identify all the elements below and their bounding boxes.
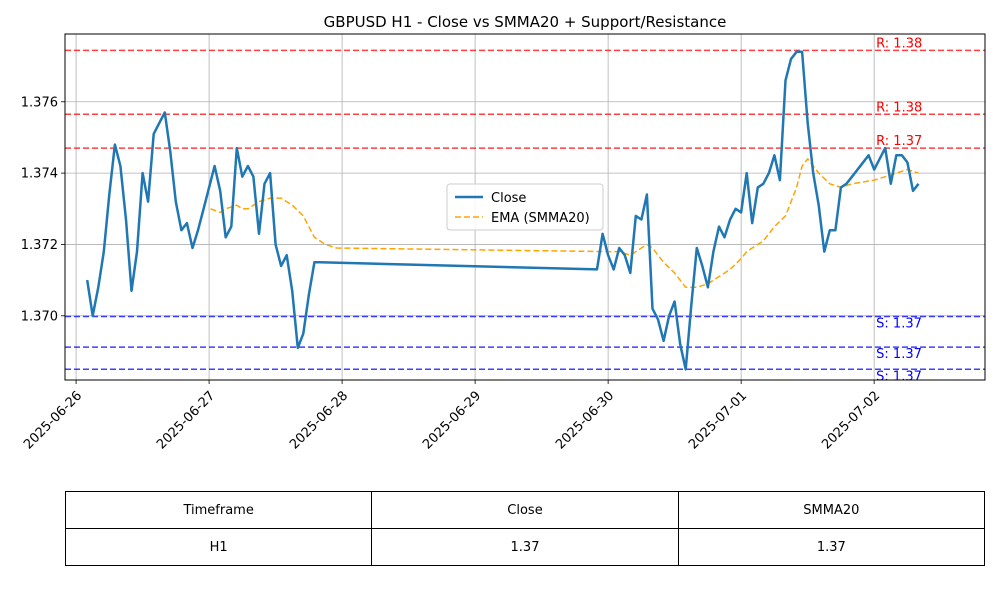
x-tick-label: 2025-06-26 bbox=[21, 388, 85, 452]
x-tick-label: 2025-07-01 bbox=[686, 388, 750, 452]
x-tick-label: 2025-07-02 bbox=[819, 388, 883, 452]
level-labels: R: 1.38 R: 1.38 R: 1.37 S: 1.37 S: 1.37 S: 1.… bbox=[876, 36, 922, 384]
x-tick-label: 2025-06-27 bbox=[154, 388, 218, 452]
support-label: S: 1.37 bbox=[876, 369, 922, 384]
table-header-cell: SMMA20 bbox=[677, 491, 986, 529]
legend-box bbox=[446, 183, 604, 231]
legend-label: Close bbox=[491, 191, 526, 206]
x-tick-label: 2025-06-29 bbox=[420, 388, 484, 452]
table-cell: H1 bbox=[64, 528, 373, 566]
y-tick-label: 1.370 bbox=[21, 309, 58, 324]
support-label: S: 1.37 bbox=[876, 317, 922, 332]
y-tick-label: 1.374 bbox=[21, 167, 58, 182]
x-tick-label: 2025-06-30 bbox=[553, 388, 617, 452]
ema-series-line bbox=[210, 158, 919, 289]
support-label: S: 1.37 bbox=[876, 347, 922, 362]
legend-label: EMA (SMMA20) bbox=[491, 211, 590, 226]
x-tick-label: 2025-06-28 bbox=[287, 388, 351, 452]
table-cell: 1.37 bbox=[371, 528, 679, 566]
table-header-cell: Close bbox=[371, 491, 679, 529]
resistance-label: R: 1.37 bbox=[876, 134, 922, 149]
chart-title: GBPUSD H1 - Close vs SMMA20 + Support/Re… bbox=[324, 13, 727, 31]
series bbox=[85, 50, 920, 371]
table-cell: 1.37 bbox=[677, 528, 986, 566]
resistance-label: R: 1.38 bbox=[876, 36, 922, 51]
y-tick-label: 1.376 bbox=[21, 95, 58, 110]
table-header-cell: Timeframe bbox=[64, 491, 373, 529]
plot-frame bbox=[64, 33, 986, 381]
support-resistance-levels bbox=[65, 49, 985, 371]
close-series-line bbox=[85, 50, 920, 371]
table-header-row: Timeframe Close SMMA20 bbox=[64, 491, 986, 529]
table-row: H1 1.37 1.37 bbox=[64, 528, 986, 566]
summary-table: Timeframe Close SMMA20 H1 1.37 1.37 bbox=[64, 491, 986, 566]
legend: Close EMA (SMMA20) bbox=[446, 183, 604, 231]
resistance-label: R: 1.38 bbox=[876, 100, 922, 115]
y-tick-label: 1.372 bbox=[21, 238, 58, 253]
